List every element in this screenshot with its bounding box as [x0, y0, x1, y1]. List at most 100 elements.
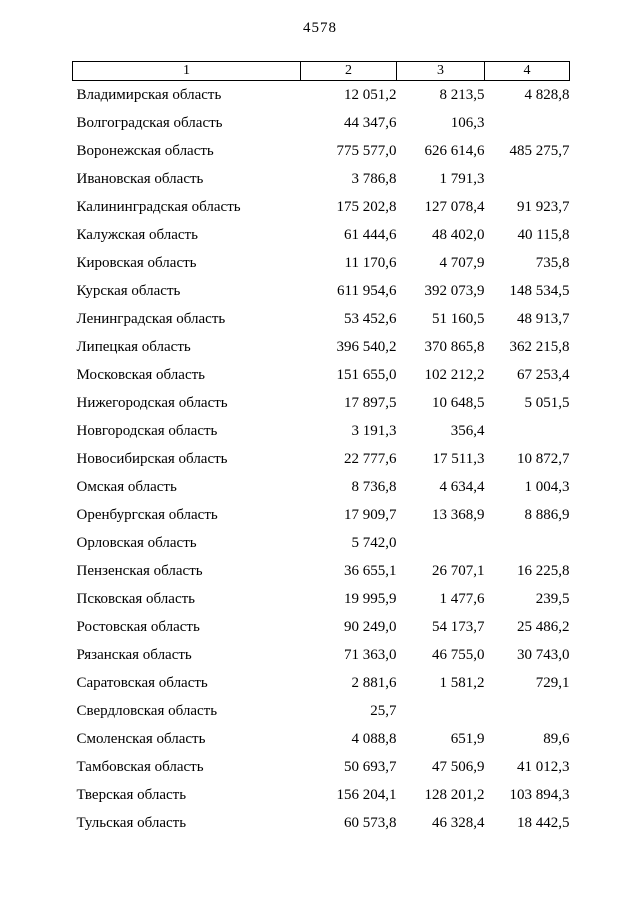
table-row: Орловская область 5 742,0: [73, 529, 570, 557]
value-cell: 30 743,0: [517, 646, 570, 663]
value-cell: 102 212,2: [424, 366, 485, 383]
value-cell: 4 634,4: [439, 478, 485, 495]
value-cell: 4 707,9: [439, 254, 485, 271]
table-row: Псковская область 19 995,9 1 477,6 239,5: [73, 585, 570, 613]
value-cell: 10 648,5: [432, 394, 485, 411]
value-cell: [485, 109, 570, 137]
region-name-cell: Псковская область: [76, 590, 196, 607]
region-name-cell: Омская область: [76, 478, 177, 495]
value-cell: 8 886,9: [524, 506, 570, 523]
region-name-cell: Рязанская область: [76, 646, 192, 663]
value-cell: 51 160,5: [432, 310, 485, 327]
value-cell: 1 791,3: [439, 170, 485, 187]
value-cell: [397, 697, 485, 725]
region-name-cell: Пензенская область: [76, 562, 203, 579]
region-name-cell: Тульская область: [76, 814, 187, 831]
value-cell: 17 897,5: [344, 394, 397, 411]
value-cell: 1 004,3: [524, 478, 570, 495]
table-row: Ростовская область 90 249,0 54 173,7 25 486…: [73, 613, 570, 641]
value-cell: 91 923,7: [517, 198, 570, 215]
value-cell: 4 828,8: [524, 86, 570, 103]
region-name-cell: Ивановская область: [76, 170, 204, 187]
value-cell: 156 204,1: [336, 786, 397, 803]
value-cell: 396 540,2: [336, 338, 397, 355]
region-name-cell: Владимирская область: [76, 86, 222, 103]
table-row: Рязанская область 71 363,0 46 755,0 30 743,…: [73, 641, 570, 669]
value-cell: 25,7: [370, 702, 397, 719]
value-cell: 67 253,4: [517, 366, 570, 383]
value-cell: 106,3: [450, 114, 485, 131]
table-row: Воронежская область 775 577,0 626 614,6 485…: [73, 137, 570, 165]
table-row: Липецкая область 396 540,2 370 865,8 362 21…: [73, 333, 570, 361]
value-cell: 651,9: [450, 730, 485, 747]
value-cell: 13 368,9: [432, 506, 485, 523]
value-cell: 8 213,5: [439, 86, 485, 103]
value-cell: 60 573,8: [344, 814, 397, 831]
table-row: Московская область 151 655,0 102 212,2 67 2…: [73, 361, 570, 389]
table-row: Калужская область 61 444,6 48 402,0 40 115,…: [73, 221, 570, 249]
value-cell: 90 249,0: [344, 618, 397, 635]
value-cell: 36 655,1: [344, 562, 397, 579]
table-row: Омская область 8 736,8 4 634,4 1 004,3: [73, 473, 570, 501]
region-name-cell: Ростовская область: [76, 618, 200, 635]
header-cell: 3: [396, 61, 485, 81]
page-number: 4578: [303, 20, 337, 36]
region-name-cell: Нижегородская область: [76, 394, 228, 411]
table-row: Калининградская область 175 202,8 127 078,…: [73, 193, 570, 221]
value-cell: 3 786,8: [351, 170, 397, 187]
table-row: Владимирская область 12 051,2 8 213,5 4 828…: [73, 81, 570, 110]
value-cell: 89,6: [543, 730, 570, 747]
region-name-cell: Калининградская область: [76, 198, 241, 215]
region-name-cell: Новгородская область: [76, 422, 218, 439]
value-cell: 41 012,3: [517, 758, 570, 775]
value-cell: 128 201,2: [424, 786, 485, 803]
region-name-cell: Тамбовская область: [76, 758, 204, 775]
value-cell: 44 347,6: [344, 114, 397, 131]
value-cell: 735,8: [535, 254, 570, 271]
value-cell: 151 655,0: [336, 366, 397, 383]
value-cell: 239,5: [535, 590, 570, 607]
table-row: Смоленская область 4 088,8 651,9 89,6: [73, 725, 570, 753]
value-cell: [485, 417, 570, 445]
region-name-cell: Кировская область: [76, 254, 197, 271]
region-name-cell: Саратовская область: [76, 674, 208, 691]
value-cell: 611 954,6: [337, 282, 397, 299]
table-body: Владимирская область 12 051,2 8 213,5 4 828…: [73, 81, 570, 838]
value-cell: 2 881,6: [351, 674, 397, 691]
value-cell: 8 736,8: [351, 478, 397, 495]
region-name-cell: Липецкая область: [76, 338, 191, 355]
table-row: Пензенская область 36 655,1 26 707,1 16 225…: [73, 557, 570, 585]
value-cell: 4 088,8: [351, 730, 397, 747]
value-cell: 1 581,2: [439, 674, 485, 691]
value-cell: 50 693,7: [344, 758, 397, 775]
value-cell: 11 170,6: [344, 254, 397, 271]
table-row: Оренбургская область 17 909,7 13 368,9 8 88…: [73, 501, 570, 529]
header-cell: 4: [484, 61, 570, 81]
value-cell: [485, 529, 570, 557]
table-row: Саратовская область 2 881,6 1 581,2 729,1: [73, 669, 570, 697]
value-cell: 1 477,6: [439, 590, 485, 607]
table-row: Ленинградская область 53 452,6 51 160,5 48 …: [73, 305, 570, 333]
value-cell: 40 115,8: [517, 226, 570, 243]
table-row: Тульская область 60 573,8 46 328,4 18 442,5: [73, 809, 570, 837]
table-row: Волгоградская область 44 347,6 106,3: [73, 109, 570, 137]
value-cell: 71 363,0: [344, 646, 397, 663]
value-cell: 17 909,7: [344, 506, 397, 523]
value-cell: 175 202,8: [336, 198, 397, 215]
value-cell: [397, 529, 485, 557]
region-name-cell: Ленинградская область: [76, 310, 226, 327]
region-name-cell: Тверская область: [76, 786, 187, 803]
value-cell: 53 452,6: [344, 310, 397, 327]
table-row: Новосибирская область 22 777,6 17 511,3 10 …: [73, 445, 570, 473]
region-name-cell: Калужская область: [76, 226, 198, 243]
value-cell: 392 073,9: [424, 282, 485, 299]
value-cell: 17 511,3: [432, 450, 485, 467]
value-cell: 18 442,5: [517, 814, 570, 831]
value-cell: 5 051,5: [524, 394, 570, 411]
value-cell: 26 707,1: [432, 562, 485, 579]
header-cell: 2: [300, 61, 397, 81]
region-name-cell: Курская область: [76, 282, 181, 299]
region-name-cell: Смоленская область: [76, 730, 206, 747]
